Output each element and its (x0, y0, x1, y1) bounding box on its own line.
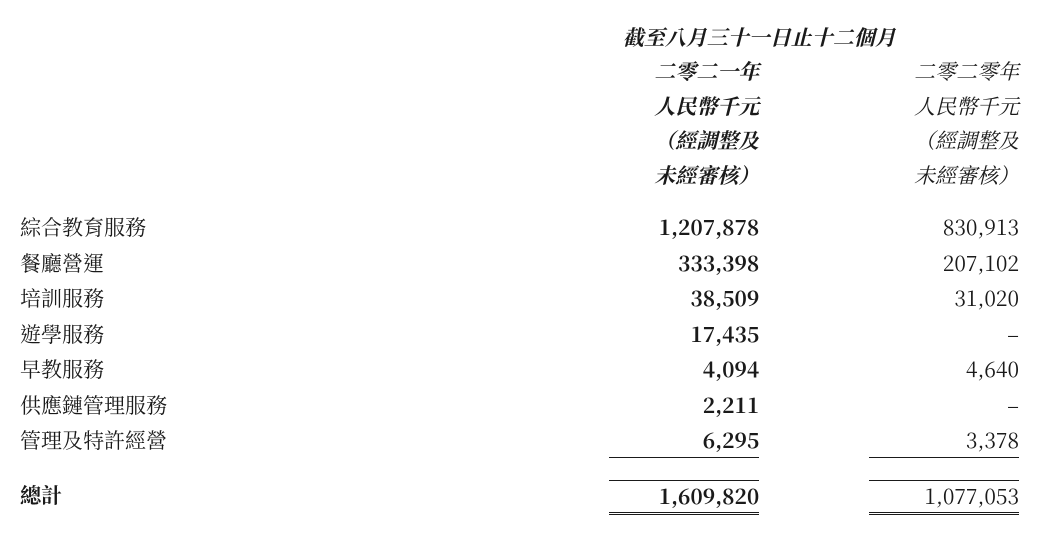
row-value-2021: 17,435 (609, 319, 759, 351)
row-label: 綜合教育服務 (20, 210, 500, 246)
table-row: 早教服務 4,094 4,640 (20, 352, 1019, 388)
year-2020: 二零二零年 (759, 54, 1019, 88)
header-period-row: 截至八月三十一日止十二個月 (20, 20, 1019, 54)
row-label: 遊學服務 (20, 317, 500, 353)
total-2020: 1,077,053 (869, 480, 1019, 516)
total-row: 總計 1,609,820 1,077,053 (20, 478, 1019, 518)
table-row: 綜合教育服務 1,207,878 830,913 (20, 210, 1019, 246)
row-value-2021: 38,509 (609, 283, 759, 315)
row-label: 管理及特許經營 (20, 423, 500, 460)
row-value-2021: 1,207,878 (609, 212, 759, 244)
row-value-2021: 2,211 (609, 390, 759, 422)
note2-2020: 未經審核） (759, 158, 1019, 192)
table-row: 管理及特許經營 6,295 3,378 (20, 423, 1019, 460)
row-value-2020: 3,378 (869, 425, 1019, 458)
period-span: 截至八月三十一日止十二個月 (500, 20, 1019, 54)
year-2021: 二零二一年 (500, 54, 760, 88)
unit-2021: 人民幣千元 (500, 89, 760, 123)
spacer-row (20, 192, 1019, 210)
header-note1-row: （經調整及 （經調整及 (20, 123, 1019, 157)
note1-2020: （經調整及 (759, 123, 1019, 157)
row-value-2020: 31,020 (869, 283, 1019, 315)
row-value-2021: 4,094 (609, 354, 759, 386)
row-value-2020: 830,913 (869, 212, 1019, 244)
row-value-2020: – (869, 319, 1019, 351)
row-label: 早教服務 (20, 352, 500, 388)
row-value-2021: 333,398 (609, 248, 759, 280)
row-value-2020: 4,640 (869, 354, 1019, 386)
header-note2-row: 未經審核） 未經審核） (20, 158, 1019, 192)
row-label: 餐廳營運 (20, 246, 500, 282)
note1-2021: （經調整及 (500, 123, 760, 157)
total-label: 總計 (20, 478, 500, 518)
spacer-row (20, 460, 1019, 478)
table-row: 供應鏈管理服務 2,211 – (20, 388, 1019, 424)
table-row: 培訓服務 38,509 31,020 (20, 281, 1019, 317)
table-row: 餐廳營運 333,398 207,102 (20, 246, 1019, 282)
row-value-2021: 6,295 (609, 425, 759, 458)
header-year-row: 二零二一年 二零二零年 (20, 54, 1019, 88)
row-value-2020: 207,102 (869, 248, 1019, 280)
header-unit-row: 人民幣千元 人民幣千元 (20, 89, 1019, 123)
table-row: 遊學服務 17,435 – (20, 317, 1019, 353)
unit-2020: 人民幣千元 (759, 89, 1019, 123)
row-value-2020: – (869, 390, 1019, 422)
row-label: 培訓服務 (20, 281, 500, 317)
row-label: 供應鏈管理服務 (20, 388, 500, 424)
total-2021: 1,609,820 (609, 480, 759, 516)
financial-table: 截至八月三十一日止十二個月 二零二一年 二零二零年 人民幣千元 人民幣千元 （經… (20, 20, 1019, 517)
note2-2021: 未經審核） (500, 158, 760, 192)
